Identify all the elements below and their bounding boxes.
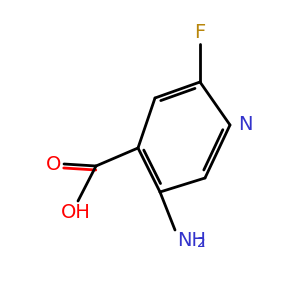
Text: F: F: [194, 22, 206, 41]
Text: NH: NH: [177, 230, 206, 250]
Text: OH: OH: [61, 203, 91, 223]
Text: 2: 2: [197, 236, 206, 250]
Text: O: O: [46, 154, 62, 173]
Text: N: N: [238, 116, 253, 134]
